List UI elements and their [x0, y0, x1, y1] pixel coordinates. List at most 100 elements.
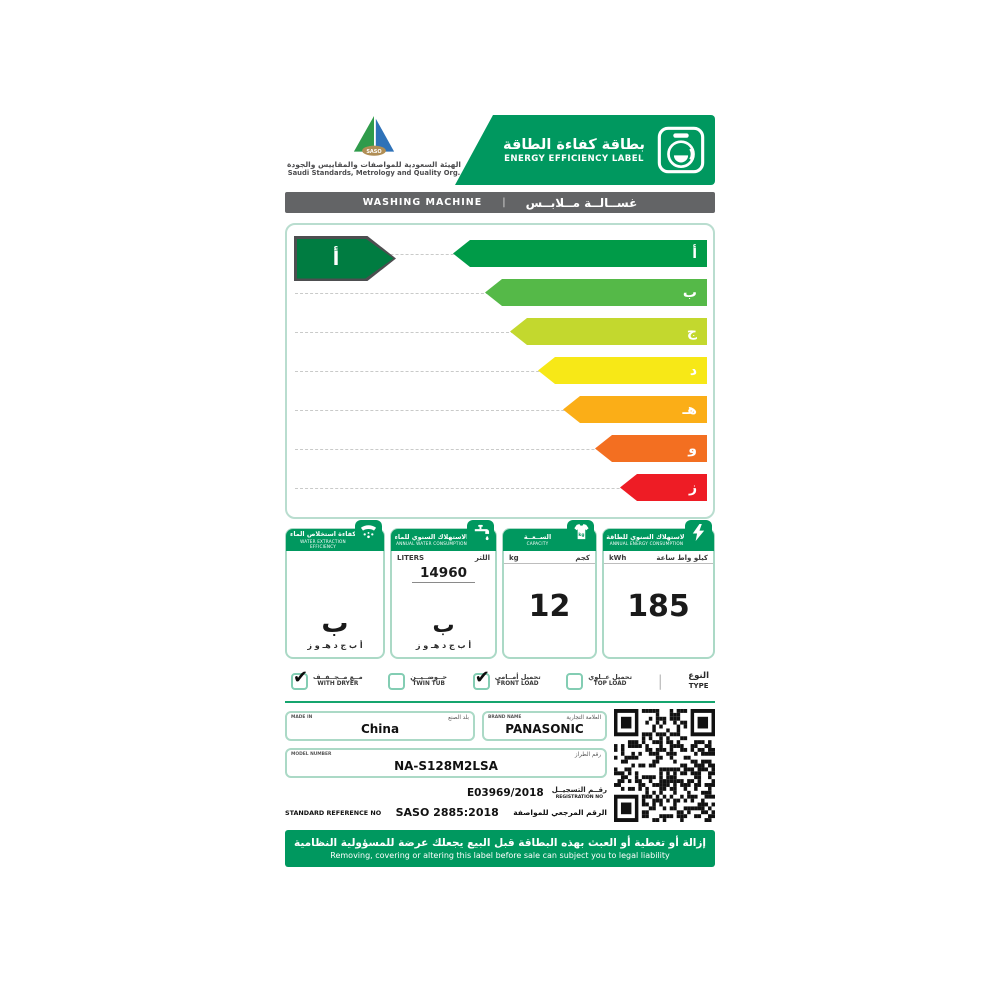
type-label-ar: النوع — [688, 670, 709, 681]
banner-title: بطاقة كفاءة الطاقة ENERGY EFFICIENCY LAB… — [503, 136, 645, 164]
grade-row-c: ج — [293, 312, 707, 351]
water-extraction-body: ب أ ب ج د هـ و ز — [287, 552, 383, 657]
option-top-load: تحميل عــلوي TOP LOAD — [566, 672, 633, 690]
front-load-checkbox: ✔ — [472, 667, 490, 690]
svg-text:kg: kg — [578, 532, 584, 538]
saso-logo-block: SASO الهيئة السعودية للمواصفات والمقاييس… — [285, 113, 463, 189]
banner-title-english: ENERGY EFFICIENCY LABEL — [504, 154, 644, 165]
brand-label-en: BRAND NAME — [488, 714, 522, 720]
grade-bar-d: د — [538, 357, 707, 384]
twin-tub-label-ar: حــوضــيــن — [410, 673, 448, 682]
grade-row-b: ب — [293, 273, 707, 312]
energy-title-ar: الاستهلاك السنوي للطاقة — [606, 533, 687, 542]
standard-label-ar: الرقم المرجعي للمواصفة — [513, 808, 607, 817]
energy-efficiency-label: SASO الهيئة السعودية للمواصفات والمقاييس… — [285, 113, 715, 867]
warning-text-en: Removing, covering or altering this labe… — [330, 851, 670, 860]
made-in-label-ar: بلد الصنع — [448, 714, 469, 721]
made-in-label-en: MADE IN — [291, 714, 313, 720]
lightning-icon — [685, 520, 712, 550]
type-label-en: TYPE — [688, 681, 709, 690]
standard-value: SASO 2885:2018 — [395, 806, 499, 819]
warning-text-ar: إزالة أو تغطية أو العبث بهذه البطاقة قبل… — [293, 837, 707, 849]
t-shirt-icon: kg — [567, 520, 594, 550]
type-divider: | — [657, 672, 663, 690]
capacity-body: kg كجم 12 — [504, 552, 595, 657]
registration-value: E03969/2018 — [466, 787, 544, 799]
grade-bar-a: أ — [453, 240, 707, 267]
grade-bar-g: ز — [620, 474, 707, 501]
svg-text:SASO: SASO — [366, 149, 382, 155]
model-label-en: MODEL NUMBER — [291, 751, 332, 757]
capacity-units-row: kg كجم — [504, 552, 595, 564]
water-consumption-box: الاستهلاك السنوي للماء ANNUAL WATER CONS… — [390, 520, 497, 659]
front-load-label-en: FRONT LOAD — [496, 681, 539, 688]
product-name-arabic: غســالــة مــلابــس — [525, 195, 638, 210]
grade-row-d: د — [293, 351, 707, 390]
brand-label-ar: العلامة التجارية — [566, 714, 601, 721]
standard-label-en: STANDARD REFERENCE NO — [285, 808, 382, 817]
model-number-box: MODEL NUMBER رقم الطراز NA-S128M2LSA — [285, 748, 607, 778]
made-in-box: MADE IN بلد الصنع China — [285, 711, 475, 741]
water-consumption-scale: أ ب ج د هـ و ز — [415, 641, 472, 650]
washing-machine-icon — [657, 126, 705, 174]
grade-bar-c: ج — [510, 318, 707, 345]
with-dryer-label-ar: مــع مــجــفــف — [313, 673, 363, 682]
faucet-icon — [467, 520, 494, 550]
twin-tub-checkbox — [388, 672, 406, 690]
water-extraction-scale: أ ب ج د هـ و ز — [307, 641, 363, 650]
wrung-cloth-icon — [355, 520, 382, 550]
made-in-value: China — [360, 721, 400, 736]
water-consumption-grade: ب — [432, 613, 455, 638]
grade-bar-b: ب — [485, 279, 707, 306]
water-consumption-value: 14960 — [412, 565, 475, 583]
grade-row-g: ز — [293, 468, 707, 507]
water-extraction-title-ar: كفاءة استخلاص الماء — [290, 530, 356, 539]
product-bar-divider: | — [502, 197, 506, 208]
grade-row-e: هـ — [293, 390, 707, 429]
product-type-bar: WASHING MACHINE | غســالــة مــلابــس — [285, 192, 715, 213]
capacity-title-en: CAPACITY — [526, 541, 549, 547]
check-icon: ✔ — [293, 666, 309, 688]
model-label-ar: رقم الطراز — [574, 751, 601, 758]
brand-name-box: BRAND NAME العلامة التجارية PANASONIC — [482, 711, 607, 741]
liters-label: LITERS — [397, 554, 425, 562]
option-twin-tub: حــوضــيــن TWIN TUB — [388, 672, 448, 690]
water-extraction-title-en: WATER EXTRACTION EFFICIENCY — [300, 538, 346, 550]
standard-reference-row: STANDARD REFERENCE NO SASO 2885:2018 الر… — [285, 806, 607, 819]
grade-bar-e: هـ — [563, 396, 707, 423]
option-with-dryer: ✔ مــع مــجــفــف WITH DRYER — [291, 667, 363, 690]
registration-label-en: REGISTRATION NO — [555, 794, 603, 800]
twin-tub-label-en: TWIN TUB — [412, 681, 445, 688]
machine-type-row: ✔ مــع مــجــفــف WITH DRYER حــوضــيــن… — [285, 663, 715, 699]
brand-value: PANASONIC — [505, 721, 584, 736]
option-front-load: ✔ تحميل أمــامي FRONT LOAD — [472, 667, 541, 690]
top-load-label-en: TOP LOAD — [593, 681, 627, 688]
top-load-label-ar: تحميل عــلوي — [588, 673, 633, 682]
grade-row-f: و — [293, 429, 707, 468]
water-extraction-box: كفاءة استخلاص الماء WATER EXTRACTION EFF… — [285, 520, 385, 659]
model-value: NA-S128M2LSA — [394, 758, 498, 773]
water-consumption-title-en: ANNUAL WATER CONSUMPTION — [396, 541, 467, 547]
water-consumption-title-ar: الاستهلاك السنوي للماء — [394, 533, 469, 542]
water-units-row: LITERS اللتر — [392, 552, 495, 563]
water-extraction-grade: ب — [321, 608, 349, 639]
kg-label-ar: كجم — [575, 554, 590, 562]
grade-row-a: أ — [293, 234, 707, 273]
with-dryer-label-en: WITH DRYER — [317, 681, 359, 688]
saso-logo-icon: SASO — [353, 115, 395, 156]
energy-title-en: ANNUAL ENERGY CONSUMPTION — [609, 541, 684, 547]
info-boxes-row: كفاءة استخلاص الماء WATER EXTRACTION EFF… — [285, 520, 715, 659]
capacity-box: الســعــة CAPACITY kg kg كجم 12 — [502, 520, 597, 659]
liters-label-ar: اللتر — [474, 554, 490, 562]
registration-label-ar: رقــم التسجيــل — [551, 785, 607, 794]
kg-label: kg — [509, 554, 519, 562]
capacity-value: 12 — [528, 589, 571, 624]
current-rating-indicator: أ — [294, 236, 396, 281]
with-dryer-checkbox: ✔ — [291, 667, 308, 690]
water-consumption-body: LITERS اللتر 14960 ب أ ب ج د هـ و ز — [392, 552, 495, 657]
energy-consumption-value: 185 — [627, 589, 690, 624]
capacity-title-ar: الســعــة — [523, 533, 552, 542]
type-label: النوع TYPE — [688, 671, 709, 691]
org-name-english: Saudi Standards, Metrology and Quality O… — [287, 169, 461, 178]
